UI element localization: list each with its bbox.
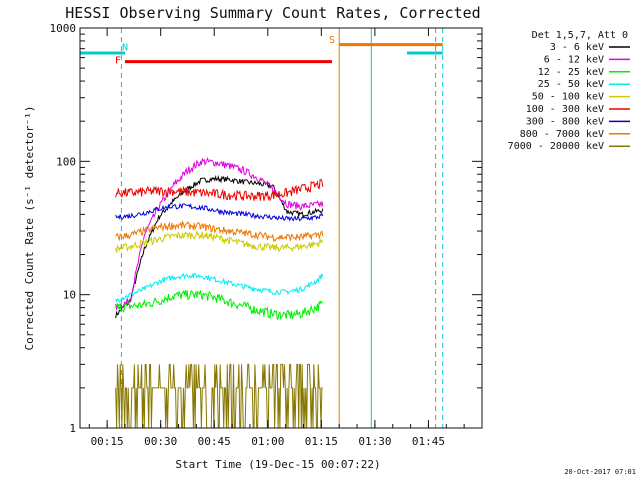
series-line-7 <box>115 220 324 243</box>
series-line-5 <box>115 178 324 202</box>
footer-timestamp: 20-Oct-2017 07:01 <box>564 468 636 476</box>
y-tick-label: 10 <box>63 289 76 302</box>
series-line-3 <box>115 272 324 304</box>
x-tick-label: 01:45 <box>412 435 445 448</box>
flag-s-label: S <box>329 35 335 46</box>
legend-label: 300 - 800 keV <box>526 116 604 127</box>
x-axis-label: Start Time (19-Dec-15 00:07:22) <box>175 458 380 471</box>
legend-label: 800 - 7000 keV <box>520 129 604 140</box>
series-layer <box>115 157 324 429</box>
y-axis-label: Corrected Count Rate (s⁻¹ detector⁻¹) <box>23 105 36 350</box>
legend-label: 6 - 12 keV <box>544 54 604 65</box>
x-tick-label: 01:30 <box>358 435 391 448</box>
legend-label: 7000 - 20000 keV <box>508 141 604 152</box>
x-tick-label: 01:15 <box>305 435 338 448</box>
series-line-8 <box>115 363 323 429</box>
x-tick-label: 01:00 <box>251 435 284 448</box>
y-tick-label: 1 <box>69 422 76 435</box>
plot-frame <box>79 27 483 429</box>
y-tick-label: 100 <box>56 155 76 168</box>
legend-label: 25 - 50 keV <box>538 79 604 90</box>
series-line-0 <box>115 174 324 319</box>
x-tick-label: 00:45 <box>198 435 231 448</box>
legend-label: 100 - 300 keV <box>526 104 604 115</box>
flag-n-label: N <box>122 42 128 53</box>
legend-label: 3 - 6 keV <box>550 42 604 53</box>
legend-title: Det 1,5,7, Att 0 <box>532 30 628 41</box>
legend-label: 12 - 25 keV <box>538 67 604 78</box>
series-line-4 <box>115 229 324 253</box>
x-tick-label: 00:15 <box>91 435 124 448</box>
y-axis-ticks: 1 10 100 1000 <box>50 22 482 435</box>
legend-label: 50 - 100 keV <box>532 92 604 103</box>
series-line-6 <box>115 203 324 222</box>
y-tick-label: 1000 <box>50 22 77 35</box>
chart-title: HESSI Observing Summary Count Rates, Cor… <box>65 4 480 22</box>
series-line-2 <box>115 289 324 321</box>
x-tick-label: 00:30 <box>144 435 177 448</box>
series-line-1 <box>115 157 324 310</box>
x-axis-ticks: 00:15 00:30 00:45 01:00 01:15 01:30 01:45 <box>88 28 483 448</box>
flag-f-label: F <box>115 56 121 67</box>
